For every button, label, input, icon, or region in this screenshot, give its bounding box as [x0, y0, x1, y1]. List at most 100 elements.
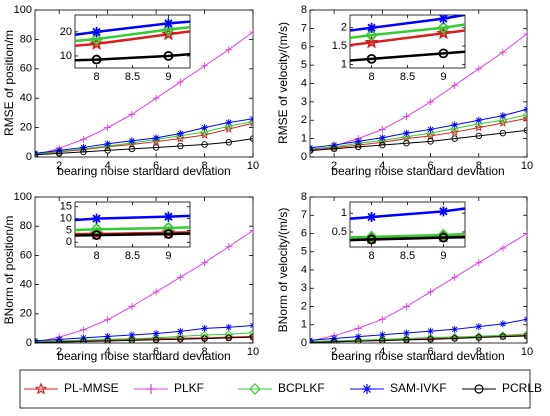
y-tick-label: 5: [301, 59, 307, 71]
marker: [426, 333, 435, 342]
marker: [499, 320, 507, 328]
marker: [366, 53, 377, 64]
series-line: [350, 236, 465, 242]
series-line: [75, 226, 190, 232]
marker: [80, 148, 87, 156]
marker: [523, 230, 527, 237]
y-tick-label: 0: [301, 337, 307, 349]
series-line: [350, 207, 465, 220]
x-tick-label: 6: [153, 346, 159, 358]
marker: [20, 45, 30, 54]
marker: [249, 383, 261, 395]
y-tick-label: 8: [301, 191, 307, 203]
series-line: [35, 138, 253, 156]
marker: [403, 336, 410, 343]
x-axis-label: bearing noise standard deviation: [331, 349, 504, 363]
marker: [366, 234, 377, 245]
series-line: [75, 52, 190, 62]
marker: [438, 206, 449, 217]
marker: [225, 323, 233, 331]
marker: [152, 336, 160, 343]
series-line: [75, 20, 190, 37]
y-tick-label: 15: [60, 201, 72, 213]
marker: [378, 125, 386, 133]
marker: [152, 134, 160, 142]
y-tick-label: 3: [301, 282, 307, 294]
series-line: [75, 26, 190, 43]
marker: [451, 335, 458, 342]
marker: [378, 134, 386, 142]
marker: [364, 35, 379, 49]
series-line: [35, 336, 253, 343]
marker: [176, 273, 184, 281]
y-tick-label: 8: [301, 4, 307, 16]
marker: [91, 54, 102, 65]
series-line: [350, 232, 465, 239]
marker: [450, 332, 459, 342]
x-tick-label: 9: [440, 71, 446, 83]
marker: [176, 78, 184, 86]
series-line: [35, 118, 253, 154]
marker: [402, 329, 410, 337]
series: [35, 227, 253, 343]
x-tick-label: 8.5: [125, 71, 140, 83]
y-tick-label: 4: [301, 264, 307, 276]
marker: [201, 335, 208, 342]
inset-frame: [74, 201, 191, 248]
y-axis-label: RMSE of position/m: [2, 30, 16, 136]
legend-label: SAM-IVKF: [390, 381, 447, 395]
marker: [34, 382, 48, 395]
marker: [402, 113, 410, 121]
marker: [79, 334, 87, 342]
marker: [128, 137, 136, 145]
series: [310, 30, 527, 155]
x-tick-label: 4: [379, 346, 385, 358]
y-tick-label: 60: [20, 249, 32, 261]
x-tick-label: 9: [440, 250, 446, 262]
marker: [225, 334, 233, 342]
x-tick-label: 8.5: [400, 250, 415, 262]
marker: [378, 315, 386, 323]
marker: [162, 23, 175, 36]
marker: [35, 339, 39, 343]
x-tick-label: 8: [369, 250, 375, 262]
x-tick-label: 8: [201, 160, 207, 172]
marker: [498, 116, 508, 125]
y-tick-label: 20: [60, 26, 72, 38]
series-line: [35, 121, 253, 155]
marker: [378, 331, 386, 339]
series-line: [310, 233, 527, 342]
marker: [354, 324, 362, 332]
marker: [249, 28, 253, 36]
y-tick-label: 100: [14, 4, 32, 16]
marker: [427, 125, 435, 133]
y-tick-label: 2: [301, 300, 307, 312]
y-tick-label: 7: [301, 209, 307, 221]
marker: [522, 113, 527, 123]
y-tick-label: 0: [26, 151, 32, 163]
marker: [474, 332, 483, 341]
marker: [475, 323, 483, 331]
marker: [90, 32, 103, 46]
x-axis-label: bearing noise standard deviation: [57, 164, 230, 178]
marker: [365, 28, 378, 42]
x-tick-label: 8.5: [125, 250, 140, 262]
marker: [200, 127, 209, 137]
marker: [128, 337, 136, 343]
marker: [354, 333, 362, 341]
x-axis-label: bearing noise standard deviation: [331, 164, 504, 178]
y-tick-label: 1.5: [332, 40, 347, 52]
marker: [365, 230, 378, 244]
y-tick-label: 5: [301, 246, 307, 258]
marker: [437, 21, 450, 35]
series: [310, 230, 527, 343]
marker: [354, 143, 362, 151]
marker: [366, 22, 377, 33]
marker: [249, 333, 253, 341]
series-line: [350, 23, 465, 40]
x-tick-label: 8: [94, 71, 100, 83]
series-line: [35, 31, 253, 157]
marker: [499, 333, 507, 340]
series: [35, 28, 253, 157]
marker: [128, 145, 136, 153]
